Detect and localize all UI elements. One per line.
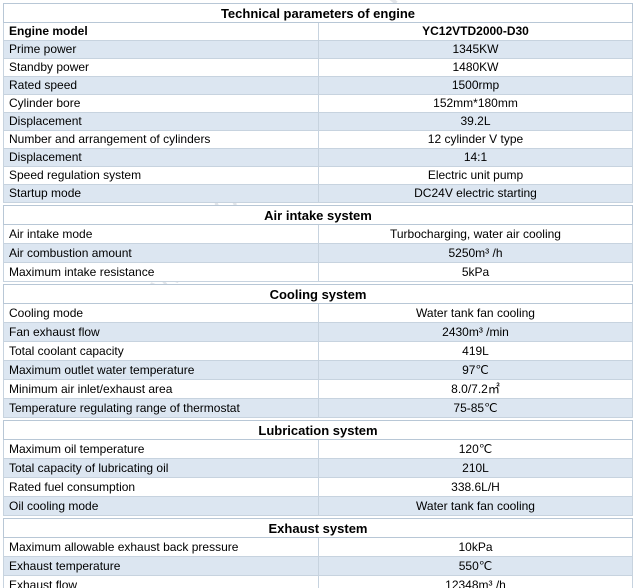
table-row: Exhaust temperature 550℃ [3, 557, 633, 576]
table-row: Oil cooling mode Water tank fan cooling [3, 497, 633, 516]
table-row: Displacement 39.2L [3, 113, 633, 131]
parameter-label: Speed regulation system [4, 167, 319, 184]
table-row: Cylinder bore 152mm*180mm [3, 95, 633, 113]
engine-parameters: Prime power 1345KW Standby power 1480KW Rate… [3, 41, 633, 203]
section-title: Exhaust system [3, 518, 633, 538]
parameter-label: Maximum intake resistance [4, 263, 319, 281]
parameter-label: Minimum air inlet/exhaust area [4, 380, 319, 398]
parameter-value: 14:1 [463, 150, 488, 164]
table-row: Fan exhaust flow 2430m³ /min [3, 323, 633, 342]
parameter-value: Water tank fan cooling [416, 499, 535, 513]
parameter-value: 5kPa [461, 265, 490, 279]
table-row: Startup mode DC24V electric starting [3, 185, 633, 203]
parameter-label: Air intake mode [4, 225, 319, 243]
parameter-label: Number and arrangement of cylinders [4, 131, 319, 148]
parameter-value: 2430m³ /min [442, 325, 509, 339]
section-title: Air intake system [3, 205, 633, 225]
parameter-value: 338.6L/H [451, 480, 500, 494]
parameter-label: Prime power [4, 41, 319, 58]
parameter-value: 120℃ [458, 442, 493, 456]
parameter-value: 12 cylinder V type [427, 132, 524, 146]
table-row: Standby power 1480KW [3, 59, 633, 77]
parameter-value: 75-85℃ [453, 401, 498, 415]
table-row: Prime power 1345KW [3, 41, 633, 59]
parameter-value: 1480KW [452, 60, 499, 74]
table-row: Total coolant capacity 419L [3, 342, 633, 361]
table-row: Maximum allowable exhaust back pressure 1… [3, 538, 633, 557]
parameter-value: 1500rmp [451, 78, 500, 92]
table-row: Number and arrangement of cylinders 12 cy… [3, 131, 633, 149]
table-row: Minimum air inlet/exhaust area 8.0/7.2㎡ [3, 380, 633, 399]
engine-model-row: Engine model YC12VTD2000-D30 [3, 23, 633, 41]
parameter-label: Exhaust temperature [4, 557, 319, 575]
table-row: Temperature regulating range of thermost… [3, 399, 633, 418]
parameter-label: Temperature regulating range of thermost… [4, 399, 319, 417]
table-title: Technical parameters of engine [3, 3, 633, 23]
parameter-value: Water tank fan cooling [416, 306, 535, 320]
table-row: Exhaust flow 12348m³ /h [3, 576, 633, 588]
parameter-value: Electric unit pump [427, 168, 524, 182]
parameter-value: 10kPa [458, 540, 493, 554]
parameter-value: 12348m³ /h [445, 578, 506, 588]
parameter-label: Air combustion amount [4, 244, 319, 262]
parameter-value: 5250m³ /h [448, 246, 503, 260]
parameter-label: Oil cooling mode [4, 497, 319, 515]
parameter-value: 97℃ [462, 363, 489, 377]
table-row: Maximum oil temperature 120℃ [3, 440, 633, 459]
parameter-label: Startup mode [4, 185, 319, 202]
parameter-label: Displacement [4, 149, 319, 166]
parameter-label: Fan exhaust flow [4, 323, 319, 341]
engine-model-value: YC12VTD2000-D30 [422, 24, 529, 38]
parameter-value: 152mm*180mm [433, 96, 518, 110]
parameter-value: 8.0/7.2㎡ [451, 382, 500, 396]
system-sections: Air intake system Air intake mode Turbocha… [3, 203, 633, 588]
table-row: Maximum intake resistance 5kPa [3, 263, 633, 282]
parameter-value: 39.2L [460, 114, 491, 128]
table-row: Air intake mode Turbocharging, water air … [3, 225, 633, 244]
parameter-value: DC24V electric starting [414, 186, 537, 200]
parameter-value: 419L [462, 344, 489, 358]
spec-sheet: Technical parameters of engine Engine mo… [3, 3, 633, 588]
engine-model-label: Engine model [4, 23, 319, 40]
parameter-label: Rated fuel consumption [4, 478, 319, 496]
table-row: Cooling mode Water tank fan cooling [3, 304, 633, 323]
parameter-value: 1345KW [452, 42, 499, 56]
parameter-value: 210L [462, 461, 489, 475]
parameter-label: Displacement [4, 113, 319, 130]
parameter-label: Cooling mode [4, 304, 319, 322]
section-title: Cooling system [3, 284, 633, 304]
parameter-label: Standby power [4, 59, 319, 76]
table-row: Air combustion amount 5250m³ /h [3, 244, 633, 263]
parameter-label: Maximum allowable exhaust back pressure [4, 538, 319, 556]
table-row: Speed regulation system Electric unit pum… [3, 167, 633, 185]
parameter-label: Exhaust flow [4, 576, 319, 588]
section-title: Lubrication system [3, 420, 633, 440]
table-row: Displacement 14:1 [3, 149, 633, 167]
parameter-label: Maximum oil temperature [4, 440, 319, 458]
parameter-label: Cylinder bore [4, 95, 319, 112]
parameter-value: Turbocharging, water air cooling [390, 227, 561, 241]
table-row: Rated fuel consumption 338.6L/H [3, 478, 633, 497]
table-row: Rated speed 1500rmp [3, 77, 633, 95]
table-row: Total capacity of lubricating oil 210L [3, 459, 633, 478]
parameter-label: Maximum outlet water temperature [4, 361, 319, 379]
parameter-label: Total capacity of lubricating oil [4, 459, 319, 477]
parameter-value: 550℃ [458, 559, 493, 573]
parameter-label: Total coolant capacity [4, 342, 319, 360]
parameter-label: Rated speed [4, 77, 319, 94]
table-row: Maximum outlet water temperature 97℃ [3, 361, 633, 380]
